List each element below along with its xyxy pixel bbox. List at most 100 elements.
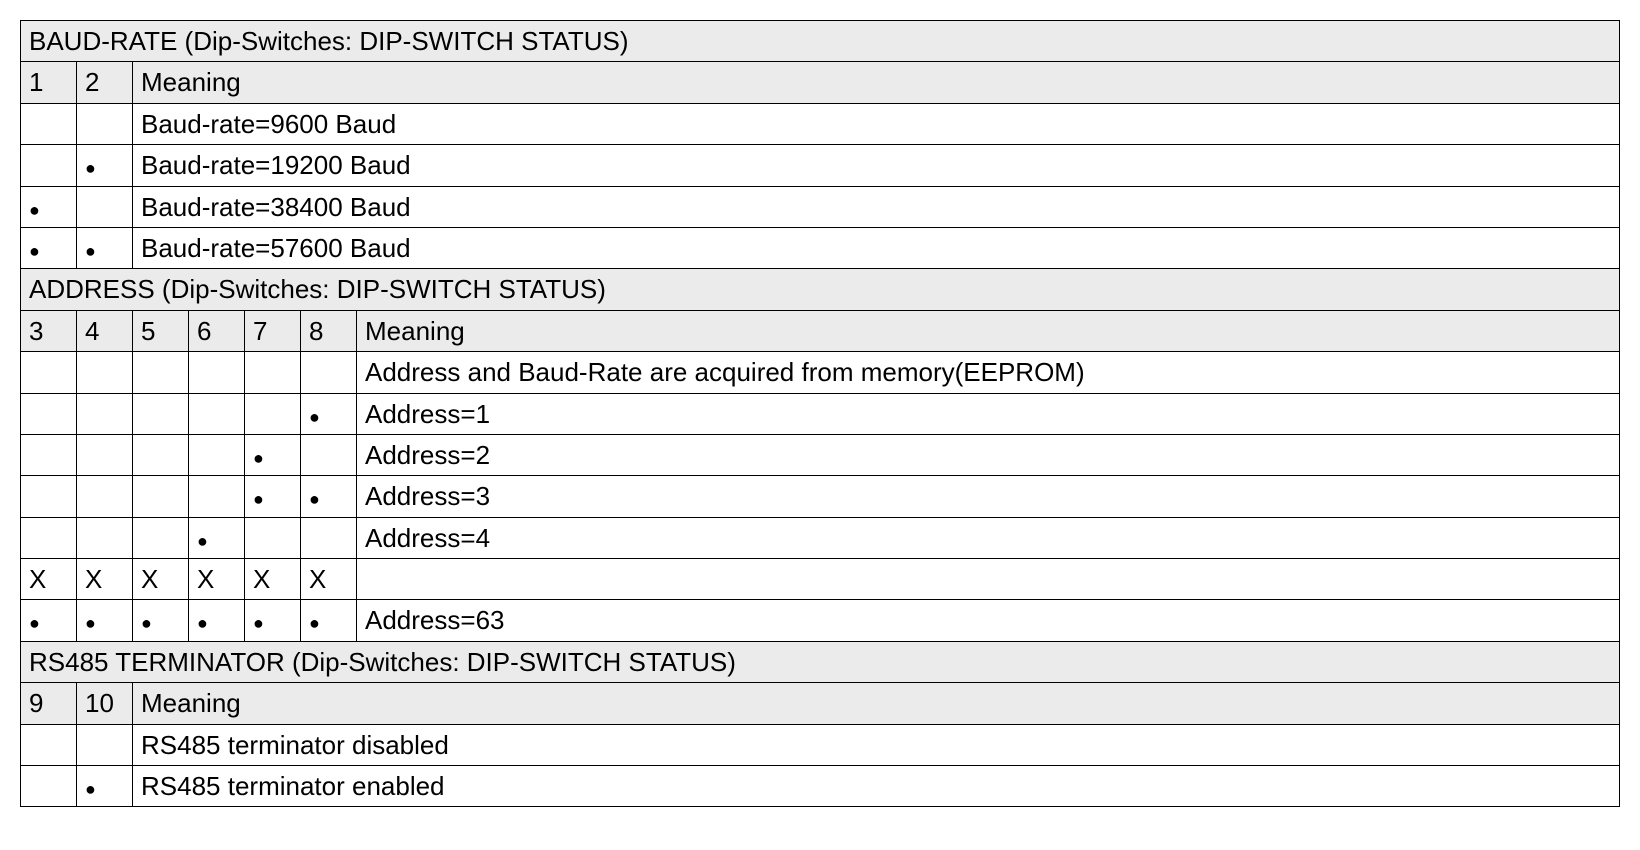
switch-cell [245,352,301,393]
table-row: Address=1 [21,393,1620,434]
switch-cell [245,393,301,434]
section-title: BAUD-RATE (Dip-Switches: DIP-SWITCH STAT… [21,21,1620,62]
table-row: Address=2 [21,434,1620,475]
section-header-row: 12Meaning [21,62,1620,103]
table-row: Baud-rate=57600 Baud [21,227,1620,268]
dot-icon [253,440,264,470]
table-row: Baud-rate=9600 Baud [21,103,1620,144]
switch-cell [77,393,133,434]
switch-cell [21,227,77,268]
switch-cell [133,434,189,475]
switch-cell [189,600,245,641]
dot-icon [85,233,96,263]
table-body: BAUD-RATE (Dip-Switches: DIP-SWITCH STAT… [21,21,1620,807]
switch-cell [77,103,133,144]
meaning-cell: Address=4 [357,517,1620,558]
table-row: Address=63 [21,600,1620,641]
switch-cell [21,476,77,517]
dot-icon [197,523,208,553]
section-header-row: 345678Meaning [21,310,1620,351]
switch-col-header: 3 [21,310,77,351]
dot-icon [29,605,40,635]
meaning-cell: Baud-rate=57600 Baud [133,227,1620,268]
switch-cell: X [21,559,77,600]
meaning-cell: Baud-rate=9600 Baud [133,103,1620,144]
switch-cell [21,186,77,227]
table-row: Baud-rate=38400 Baud [21,186,1620,227]
meaning-cell: Baud-rate=19200 Baud [133,145,1620,186]
table-row: RS485 terminator enabled [21,766,1620,807]
section-title-row: RS485 TERMINATOR (Dip-Switches: DIP-SWIT… [21,641,1620,682]
section-header-row: 910Meaning [21,683,1620,724]
switch-cell [77,186,133,227]
meaning-cell: Baud-rate=38400 Baud [133,186,1620,227]
switch-col-header: 5 [133,310,189,351]
dot-icon [141,605,152,635]
switch-cell [21,145,77,186]
switch-cell [133,352,189,393]
switch-cell [77,517,133,558]
meaning-cell: Address=3 [357,476,1620,517]
switch-cell [77,766,133,807]
switch-cell [301,434,357,475]
switch-cell [189,517,245,558]
switch-cell [189,476,245,517]
switch-cell [133,476,189,517]
switch-cell [133,393,189,434]
switch-cell [189,393,245,434]
meaning-cell: Address and Baud-Rate are acquired from … [357,352,1620,393]
switch-cell: X [189,559,245,600]
switch-cell [77,600,133,641]
section-title: ADDRESS (Dip-Switches: DIP-SWITCH STATUS… [21,269,1620,310]
meaning-cell: Address=1 [357,393,1620,434]
switch-cell: X [77,559,133,600]
meaning-cell: Address=63 [357,600,1620,641]
switch-cell [21,352,77,393]
meaning-cell [357,559,1620,600]
switch-cell: X [133,559,189,600]
dot-icon [309,481,320,511]
table-row: RS485 terminator disabled [21,724,1620,765]
table-row: Address=3 [21,476,1620,517]
switch-cell [301,393,357,434]
dot-icon [29,233,40,263]
switch-cell [189,352,245,393]
switch-cell [77,145,133,186]
switch-cell [21,517,77,558]
section-title: RS485 TERMINATOR (Dip-Switches: DIP-SWIT… [21,641,1620,682]
switch-cell [21,103,77,144]
switch-cell [77,434,133,475]
switch-cell [21,600,77,641]
switch-cell [77,352,133,393]
switch-cell: X [245,559,301,600]
section-title-row: BAUD-RATE (Dip-Switches: DIP-SWITCH STAT… [21,21,1620,62]
switch-cell [77,724,133,765]
meaning-cell: Address=2 [357,434,1620,475]
dot-icon [309,605,320,635]
switch-cell [77,227,133,268]
dot-icon [85,605,96,635]
table-row: Baud-rate=19200 Baud [21,145,1620,186]
switch-col-header: 9 [21,683,77,724]
switch-cell [133,517,189,558]
switch-cell [301,600,357,641]
meaning-cell: RS485 terminator disabled [133,724,1620,765]
dot-icon [253,605,264,635]
switch-cell [77,476,133,517]
switch-col-header: 6 [189,310,245,351]
meaning-header: Meaning [357,310,1620,351]
switch-col-header: 7 [245,310,301,351]
switch-col-header: 10 [77,683,133,724]
meaning-header: Meaning [133,683,1620,724]
dip-switch-table: BAUD-RATE (Dip-Switches: DIP-SWITCH STAT… [20,20,1620,807]
switch-col-header: 4 [77,310,133,351]
section-title-row: ADDRESS (Dip-Switches: DIP-SWITCH STATUS… [21,269,1620,310]
switch-cell [301,517,357,558]
switch-cell [133,600,189,641]
table-row: XXXXXX [21,559,1620,600]
switch-cell [245,517,301,558]
dot-icon [197,605,208,635]
switch-col-header: 1 [21,62,77,103]
dot-icon [85,150,96,180]
dot-icon [309,399,320,429]
